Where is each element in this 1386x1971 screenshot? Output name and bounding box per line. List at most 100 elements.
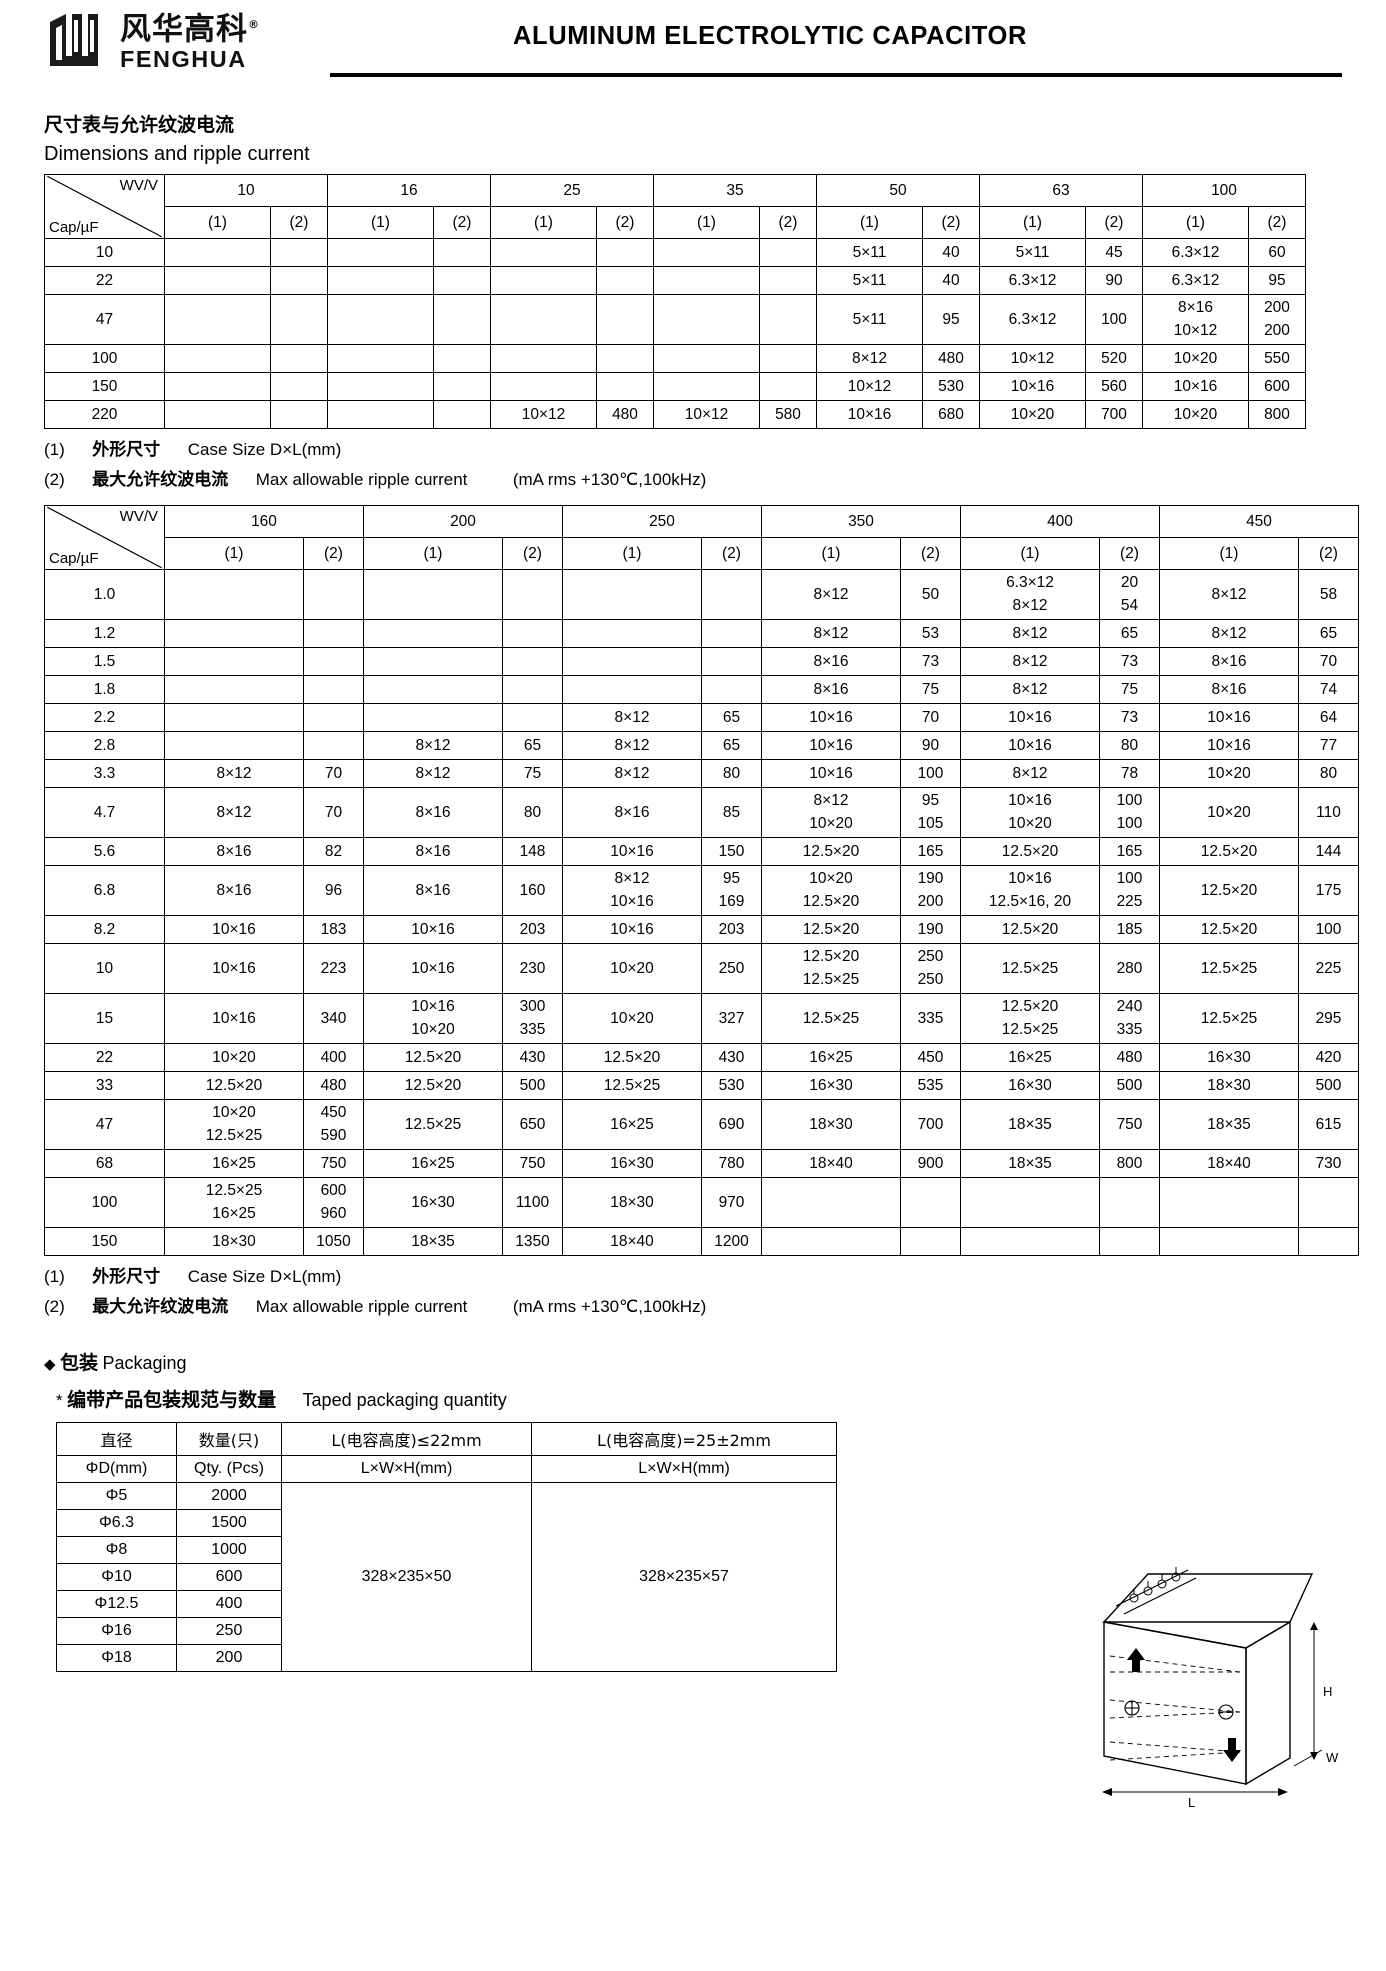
data-cell xyxy=(270,400,328,429)
data-cell: 12.5×20 xyxy=(1159,865,1299,916)
data-cell xyxy=(433,400,491,429)
data-cell: 10×20 xyxy=(164,1043,304,1072)
data-cell: 96 xyxy=(303,865,364,916)
data-cell: 10×12 xyxy=(653,400,760,429)
capacitance-cell: 47 xyxy=(44,1099,165,1150)
star-bullet-icon: * xyxy=(56,1391,63,1410)
table-corner-cell: WV/V Cap/µF xyxy=(44,174,165,239)
data-cell: 65 xyxy=(701,731,762,760)
data-cell: 223 xyxy=(303,943,364,994)
data-cell: 327 xyxy=(701,993,762,1044)
document-title: ALUMINUM ELECTROLYTIC CAPACITOR xyxy=(513,22,1027,50)
data-cell: 8×16 xyxy=(1159,647,1299,676)
data-cell: 535 xyxy=(900,1071,961,1100)
note-1-cn-repeat: 外形尺寸 xyxy=(92,1267,161,1287)
data-cell: 10×20 xyxy=(562,943,702,994)
packaging-heading: ◆ 包装 Packaging * 编带产品包装规范与数量 Taped packa… xyxy=(44,1348,1386,1412)
data-cell: 10×16 xyxy=(562,837,702,866)
data-cell: 8×12 xyxy=(960,675,1100,704)
note-2-condition-repeat: (mA rms +130℃,100kHz) xyxy=(512,1297,707,1316)
brand-logo: 风华高科® FENGHUA xyxy=(44,8,260,74)
data-cell: 10×16 xyxy=(979,372,1086,401)
data-cell: 70 xyxy=(900,703,961,732)
subheader-ripple-current: (2) xyxy=(502,537,563,570)
data-cell: 80 xyxy=(1099,731,1160,760)
data-cell xyxy=(327,266,434,295)
pack-header-qty-unit: Qty. (Pcs) xyxy=(176,1455,282,1483)
data-cell: 8×12 10×16 xyxy=(562,865,702,916)
data-cell xyxy=(653,294,760,345)
capacitance-cell: 1.0 xyxy=(44,569,165,620)
data-cell: 8×16 10×12 xyxy=(1142,294,1249,345)
data-cell xyxy=(490,294,597,345)
table-row: 22 5×11 40 6.3×12 90 6.3×12 95 xyxy=(44,266,1306,295)
data-cell: 65 xyxy=(502,731,563,760)
data-cell: 12.5×20 12.5×25 xyxy=(761,943,901,994)
data-cell: 16×25 xyxy=(761,1043,901,1072)
data-cell xyxy=(596,372,654,401)
data-cell xyxy=(164,703,304,732)
data-cell xyxy=(562,647,702,676)
data-cell xyxy=(164,569,304,620)
data-cell xyxy=(502,703,563,732)
subheader-ripple-current: (2) xyxy=(900,537,961,570)
subheader-ripple-current: (2) xyxy=(433,206,491,239)
pack-diameter-cell: Φ10 xyxy=(56,1563,177,1591)
pack-diameter-cell: Φ16 xyxy=(56,1617,177,1645)
data-cell: 5×11 xyxy=(816,294,923,345)
data-cell: 18×30 xyxy=(164,1227,304,1256)
data-cell: 600 xyxy=(1248,372,1306,401)
data-cell: 10×20 xyxy=(1159,759,1299,788)
data-cell: 12.5×20 xyxy=(363,1043,503,1072)
voltage-header: 35 xyxy=(653,174,817,207)
packaging-title-en: Packaging xyxy=(102,1353,187,1373)
packaging-table: 直径 数量(只) L(电容高度)≤22mm L(电容高度)=25±2mm ΦD(mm) Q… xyxy=(56,1422,837,1672)
data-cell xyxy=(596,344,654,373)
data-cell: 65 xyxy=(701,703,762,732)
data-cell: 10×16 xyxy=(761,731,901,760)
data-cell: 8×12 xyxy=(164,787,304,838)
note-2-repeat: (2) 最大允许纹波电流 Max allowable ripple curren… xyxy=(44,1292,1386,1322)
table-row: 220 10×12 480 10×12 580 10×16 680 10×20 700 10×2… xyxy=(44,400,1306,429)
data-cell: 5×11 xyxy=(816,238,923,267)
pack-qty-cell: 1500 xyxy=(176,1509,282,1537)
data-cell: 560 xyxy=(1085,372,1143,401)
data-cell xyxy=(363,675,503,704)
data-cell xyxy=(270,266,328,295)
pack-header-col3-unit: L×W×H(mm) xyxy=(281,1455,532,1483)
data-cell xyxy=(759,238,817,267)
data-cell: 6.3×12 xyxy=(979,266,1086,295)
figure-label-l: L xyxy=(1188,1795,1195,1810)
data-cell: 16×30 xyxy=(1159,1043,1299,1072)
data-cell: 18×35 xyxy=(960,1099,1100,1150)
packaging-row: Φ16 250 xyxy=(56,1617,837,1645)
data-cell: 480 xyxy=(1099,1043,1160,1072)
data-cell xyxy=(960,1177,1100,1228)
pack-qty-cell: 1000 xyxy=(176,1536,282,1564)
data-cell xyxy=(490,372,597,401)
capacitance-cell: 3.3 xyxy=(44,759,165,788)
data-cell: 900 xyxy=(900,1149,961,1178)
data-cell: 144 xyxy=(1298,837,1359,866)
data-cell: 580 xyxy=(759,400,817,429)
note-2: (2) 最大允许纹波电流 Max allowable ripple curren… xyxy=(44,465,1386,495)
data-cell: 16×30 xyxy=(761,1071,901,1100)
data-cell xyxy=(363,569,503,620)
table-row: 10 10×16 223 10×16 230 10×20 250 12.5×20 12.5×25… xyxy=(44,943,1359,994)
packaging-row: Φ8 1000 xyxy=(56,1536,837,1564)
voltage-header: 16 xyxy=(327,174,491,207)
data-cell: 12.5×20 xyxy=(164,1071,304,1100)
data-cell xyxy=(363,619,503,648)
data-cell: 8×12 xyxy=(1159,619,1299,648)
data-cell xyxy=(490,266,597,295)
table-row: 5.6 8×16 82 8×16 148 10×16 150 12.5×20 165 12.5×2… xyxy=(44,837,1359,866)
table-row: 150 10×12 530 10×16 560 10×16 600 xyxy=(44,372,1306,401)
table-row: 10 5×11 40 5×11 45 6.3×12 60 xyxy=(44,238,1306,267)
data-cell: 183 xyxy=(303,915,364,944)
data-cell: 690 xyxy=(701,1099,762,1150)
table-row: 4.7 8×12 70 8×16 80 8×16 85 8×12 10×20 95 105 10×16… xyxy=(44,787,1359,838)
subheader-ripple-current: (2) xyxy=(701,537,762,570)
data-cell: 250 250 xyxy=(900,943,961,994)
table-row: 47 5×11 95 6.3×12 100 8×16 10×12 200 200 xyxy=(44,294,1306,345)
notes-block-2: (1) 外形尺寸 Case Size D×L(mm) (2) 最大允许纹波电流 … xyxy=(44,1262,1386,1322)
